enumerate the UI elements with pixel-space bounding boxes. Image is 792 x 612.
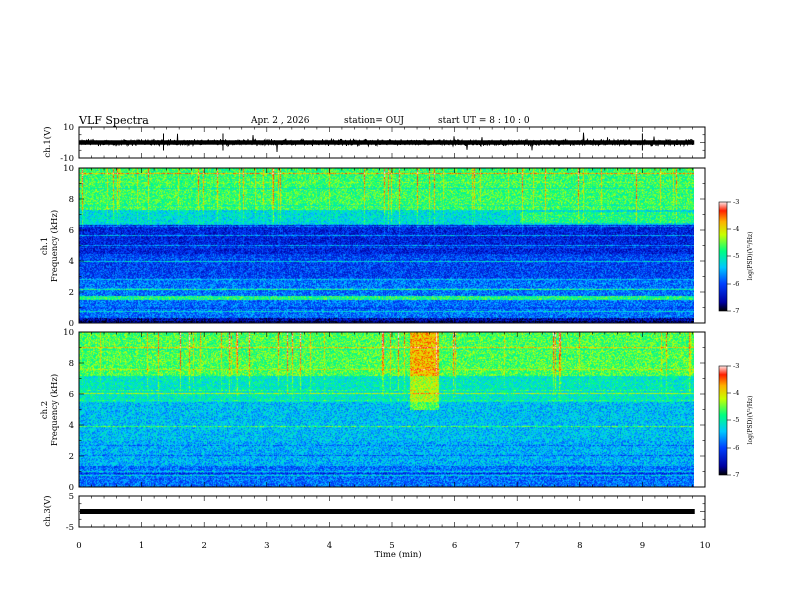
ch3-waveform-trace [80, 509, 695, 514]
ch1-waveform-panel: 10 -10 ch.1(V) [42, 123, 706, 164]
ch1-spectrogram-image [79, 168, 694, 323]
ch1-freq-tick-6: 6 [69, 226, 74, 236]
time-tick-label-2: 2 [201, 541, 206, 551]
ch1-cb-tick-m5: -5 [733, 252, 739, 260]
time-axis-label: Time (min) [374, 549, 421, 560]
ch1-waveform-trace [78, 132, 695, 153]
ch1-freq-tick-4: 4 [69, 257, 74, 267]
station-label: station= OUJ [344, 116, 404, 126]
ch1-trace-core [79, 140, 695, 145]
ch3-waveform-panel: 5 -5 ch.3(V) [42, 492, 706, 533]
ch2-spectrogram-image [79, 332, 694, 487]
ch2-freq-tick-8: 8 [69, 359, 74, 369]
ch1-colorbar-gradient [719, 202, 727, 311]
ch2-cb-tick-m6: -6 [733, 444, 739, 452]
time-tick-label-0: 0 [76, 541, 81, 551]
ch2-cb-tick-m7: -7 [733, 471, 739, 479]
ch2-spectrogram-panel: 10 8 6 4 2 0 ch.2 Frequency (kHz) [40, 328, 706, 493]
ch2-freq-tick-0: 0 [69, 483, 74, 493]
time-tick-label-7: 7 [514, 541, 519, 551]
ch1-waveform-ylabel: ch.1(V) [42, 126, 53, 157]
ch1-freq-tick-2: 2 [69, 288, 74, 298]
ch2-cb-tick-m5: -5 [733, 416, 739, 424]
ch2-spectrogram-ticks [78, 331, 706, 488]
ch2-colorbar-gradient [719, 366, 727, 475]
time-tick-label-8: 8 [577, 541, 582, 551]
time-tick-label-9: 9 [640, 541, 645, 551]
ch3-waveform-ticks [78, 495, 706, 528]
time-tick-label-1: 1 [139, 541, 144, 551]
ch1-colorbar: -3 -4 -5 -6 -7 log(PSD)(V²/Hz) [718, 198, 754, 315]
ch1-cb-tick-m6: -6 [733, 280, 739, 288]
ch2-colorbar: -3 -4 -5 -6 -7 log(PSD)(V²/Hz) [718, 362, 754, 479]
ch1-spectrogram-ylabel-channel: ch.1 [40, 237, 50, 255]
ch3-waveform-ylabel: ch.3(V) [42, 495, 53, 526]
start-ut-label: start UT = 8 : 10 : 0 [438, 116, 530, 126]
ch2-cb-tick-m3: -3 [733, 362, 739, 370]
ch2-colorbar-frame [718, 365, 728, 476]
time-axis-tick-labels: 0 1 2 3 4 5 6 7 8 9 10 [76, 541, 710, 551]
time-tick-label-3: 3 [264, 541, 269, 551]
ch3-ytick-top: 5 [69, 492, 74, 502]
ch1-colorbar-frame [718, 201, 728, 312]
ch1-cb-tick-m7: -7 [733, 307, 739, 315]
time-tick-label-4: 4 [327, 541, 332, 551]
ch1-spectrogram-panel: 10 8 6 4 2 0 ch.1 Frequency (kHz) [40, 164, 706, 329]
figure-title: VLF Spectra [78, 114, 149, 127]
ch1-freq-tick-8: 8 [69, 195, 74, 205]
ch2-spectrogram-ylabel-channel: ch.2 [40, 401, 50, 419]
ch2-freq-tick-4: 4 [69, 421, 74, 431]
ch1-waveform-ticks [78, 126, 706, 159]
ch1-ytick-bottom: -10 [60, 154, 74, 164]
ch3-ytick-bottom: -5 [66, 523, 74, 533]
ch1-freq-tick-10: 10 [63, 164, 74, 174]
time-tick-label-5: 5 [389, 541, 394, 551]
ch1-spectrogram-ticks [78, 167, 706, 324]
ch1-freq-tick-0: 0 [69, 319, 74, 329]
time-tick-label-6: 6 [452, 541, 457, 551]
ch2-cb-tick-m4: -4 [733, 389, 739, 397]
ch2-spectrogram-ylabel-frequency: Frequency (kHz) [49, 374, 60, 446]
ch1-ytick-top: 10 [63, 123, 74, 133]
ch2-freq-tick-6: 6 [69, 390, 74, 400]
ch1-cb-tick-m4: -4 [733, 225, 739, 233]
date-label: Apr. 2 , 2026 [250, 116, 310, 126]
ch1-spectrogram-ylabel-frequency: Frequency (kHz) [49, 210, 60, 282]
ch2-freq-tick-2: 2 [69, 452, 74, 462]
ch1-colorbar-label: log(PSD)(V²/Hz) [747, 232, 754, 281]
time-tick-label-10: 10 [700, 541, 711, 551]
ch2-colorbar-label: log(PSD)(V²/Hz) [747, 396, 754, 445]
ch3-trace-line [80, 509, 695, 514]
ch1-cb-tick-m3: -3 [733, 198, 739, 206]
ch2-freq-tick-10: 10 [63, 328, 74, 338]
